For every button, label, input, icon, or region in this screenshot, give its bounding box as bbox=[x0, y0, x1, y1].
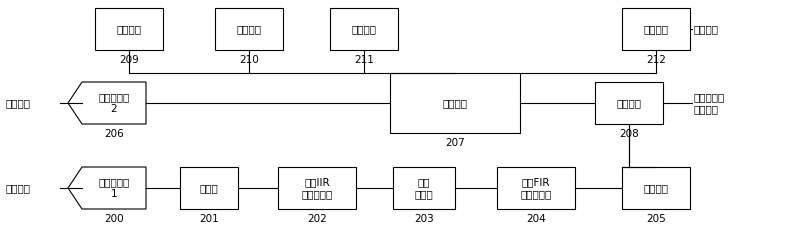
Text: 203: 203 bbox=[414, 214, 434, 224]
Text: 载波
检测器: 载波 检测器 bbox=[414, 177, 434, 199]
Bar bbox=[595, 82, 663, 124]
Polygon shape bbox=[68, 82, 146, 124]
Text: 发送驱动: 发送驱动 bbox=[694, 24, 719, 34]
Bar bbox=[393, 167, 455, 209]
Bar bbox=[330, 8, 398, 50]
Text: 211: 211 bbox=[354, 55, 374, 65]
Text: 209: 209 bbox=[119, 55, 139, 65]
Text: 205: 205 bbox=[646, 214, 666, 224]
Text: 阈值比较: 阈值比较 bbox=[643, 183, 669, 193]
Bar bbox=[622, 8, 690, 50]
Bar bbox=[390, 73, 520, 133]
Text: 208: 208 bbox=[619, 129, 639, 139]
Bar bbox=[497, 167, 575, 209]
Text: 状态指示及
负载驱动: 状态指示及 负载驱动 bbox=[694, 92, 726, 114]
Text: 控制功能: 控制功能 bbox=[442, 98, 467, 108]
Bar bbox=[180, 167, 238, 209]
Bar bbox=[215, 8, 283, 50]
Bar bbox=[278, 167, 356, 209]
Text: 207: 207 bbox=[445, 138, 465, 148]
Text: 210: 210 bbox=[239, 55, 259, 65]
Text: 晶振电路: 晶振电路 bbox=[117, 24, 142, 34]
Text: 设置功能: 设置功能 bbox=[351, 24, 377, 34]
Text: 接收信号: 接收信号 bbox=[5, 183, 30, 193]
Text: 数字FIR
匹配滤波器: 数字FIR 匹配滤波器 bbox=[520, 177, 552, 199]
Text: 204: 204 bbox=[526, 214, 546, 224]
Bar bbox=[95, 8, 163, 50]
Text: 输出逻辑: 输出逻辑 bbox=[617, 98, 642, 108]
Text: 软限幅: 软限幅 bbox=[200, 183, 218, 193]
Text: 发送调制: 发送调制 bbox=[643, 24, 669, 34]
Text: 模数转换器
1: 模数转换器 1 bbox=[98, 177, 130, 199]
Text: 数字IIR
带通滤波器: 数字IIR 带通滤波器 bbox=[302, 177, 333, 199]
Text: 212: 212 bbox=[646, 55, 666, 65]
Text: 206: 206 bbox=[104, 129, 124, 139]
Text: 模数转换器
2: 模数转换器 2 bbox=[98, 92, 130, 114]
Polygon shape bbox=[68, 167, 146, 209]
Text: 202: 202 bbox=[307, 214, 327, 224]
Text: 电源管理: 电源管理 bbox=[237, 24, 262, 34]
Bar bbox=[622, 167, 690, 209]
Text: 200: 200 bbox=[104, 214, 124, 224]
Text: 201: 201 bbox=[199, 214, 219, 224]
Text: 过流检测: 过流检测 bbox=[5, 98, 30, 108]
